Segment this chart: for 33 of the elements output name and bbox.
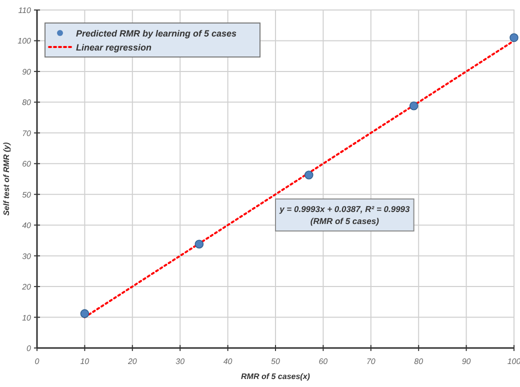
x-tick-label: 60	[318, 357, 328, 366]
x-tick-label: 50	[271, 357, 280, 366]
x-axis-title: RMR of 5 cases(x)	[241, 372, 310, 381]
point	[194, 240, 204, 249]
x-tick-label: 20	[126, 357, 138, 366]
y-tick-label: 70	[22, 128, 32, 138]
y-tick-label: 60	[22, 160, 32, 169]
legend-label: Predicted RMR by learning of 5 cases	[76, 28, 237, 38]
y-tick-label: 110	[18, 6, 32, 15]
x-tick-label: 80	[414, 357, 424, 366]
point	[409, 101, 418, 110]
legend-label: Linear regression	[76, 42, 152, 52]
x-tick-label: 0	[34, 357, 40, 366]
point	[510, 33, 518, 42]
y-tick-label: 90	[22, 67, 32, 76]
x-tick-label: 90	[462, 357, 472, 366]
y-tick-label: 0	[26, 344, 32, 353]
y-tick-label: 40	[22, 221, 32, 230]
x-tick-label: 70	[366, 357, 376, 366]
annotation: y = 0.9993x + 0.0387, R² = 0.9993	[278, 204, 410, 214]
point	[80, 309, 90, 318]
y-tick-label: 10	[22, 313, 32, 322]
x-tick-label: 30	[176, 357, 186, 366]
y-tick-label: 80	[22, 98, 32, 108]
x-tick-label: 10	[80, 357, 90, 366]
y-tick-label: 20	[21, 282, 32, 292]
point	[304, 170, 314, 180]
y-tick-label: 30	[22, 252, 32, 261]
x-tick-label: 40	[223, 357, 233, 366]
y-axis-title: Self test of RMR (y)	[2, 142, 11, 216]
y-tick-label: 100	[18, 36, 32, 46]
annotation: (RMR of 5 cases)	[310, 216, 380, 226]
y-tick-label: 50	[22, 190, 32, 200]
